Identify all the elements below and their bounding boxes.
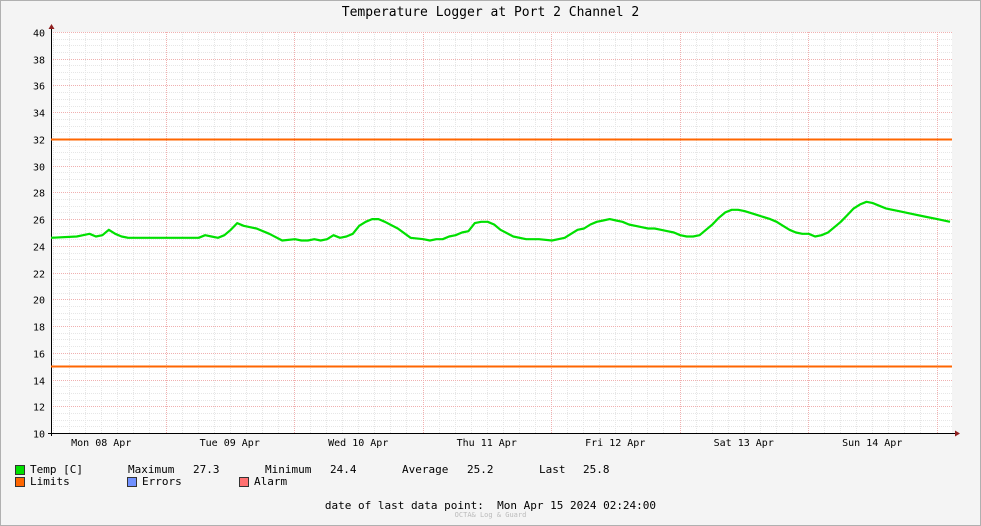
y-tick-label: 16 <box>33 350 45 361</box>
min-label: Minimum <box>265 463 312 476</box>
temp-series-line <box>50 200 951 242</box>
y-tick-label: 38 <box>33 56 45 67</box>
y-tick-label: 36 <box>33 82 45 93</box>
y-tick-label: 24 <box>33 243 45 254</box>
y-tick-label: 10 <box>33 430 45 441</box>
x-axis-arrow <box>955 430 960 437</box>
y-tick-label: 30 <box>33 163 45 174</box>
y-tick-label: 18 <box>33 323 45 334</box>
y-tick-label: 20 <box>33 296 45 307</box>
x-tick-label: Mon 08 Apr <box>71 438 131 449</box>
max-label: Maximum <box>128 463 175 476</box>
y-tick-label: 32 <box>33 136 45 147</box>
y-tick-label: 12 <box>33 403 45 414</box>
alarm-legend-swatch <box>239 477 249 487</box>
last-data-point: date of last data point: Mon Apr 15 2024… <box>324 499 657 512</box>
alarm-legend-label: Alarm <box>254 475 288 488</box>
last-value: 25.8 <box>583 463 610 476</box>
y-tick-label: 14 <box>33 377 45 388</box>
errors-legend-label: Errors <box>142 475 182 488</box>
limits-legend-swatch <box>15 477 25 487</box>
y-tick-label: 22 <box>33 270 45 281</box>
y-tick-label: 26 <box>33 216 45 227</box>
y-tick-label: 34 <box>33 109 45 120</box>
x-tick-label: Thu 11 Apr <box>457 438 517 449</box>
chart-title: Temperature Logger at Port 2 Channel 2 <box>341 5 640 20</box>
x-tick-label: Wed 10 Apr <box>328 438 388 449</box>
last-label: Last <box>539 463 566 476</box>
x-tick-label: Fri 12 Apr <box>585 438 645 449</box>
min-value: 24.4 <box>330 463 357 476</box>
max-value: 27.3 <box>193 463 220 476</box>
avg-value: 25.2 <box>467 463 494 476</box>
y-tick-label: 40 <box>33 29 45 40</box>
temp-legend-swatch <box>15 465 25 475</box>
temp-legend-label: Temp [C] <box>30 463 83 476</box>
y-tick-label: 28 <box>33 189 45 200</box>
avg-label: Average <box>402 463 449 476</box>
limits-legend-label: Limits <box>30 475 70 488</box>
x-tick-label: Sat 13 Apr <box>714 438 774 449</box>
credit-watermark: OCTA& Log & Guard <box>454 511 527 519</box>
x-tick-label: Sun 14 Apr <box>842 438 902 449</box>
x-tick-label: Tue 09 Apr <box>200 438 260 449</box>
errors-legend-swatch <box>127 477 137 487</box>
y-axis-arrow <box>48 24 55 29</box>
